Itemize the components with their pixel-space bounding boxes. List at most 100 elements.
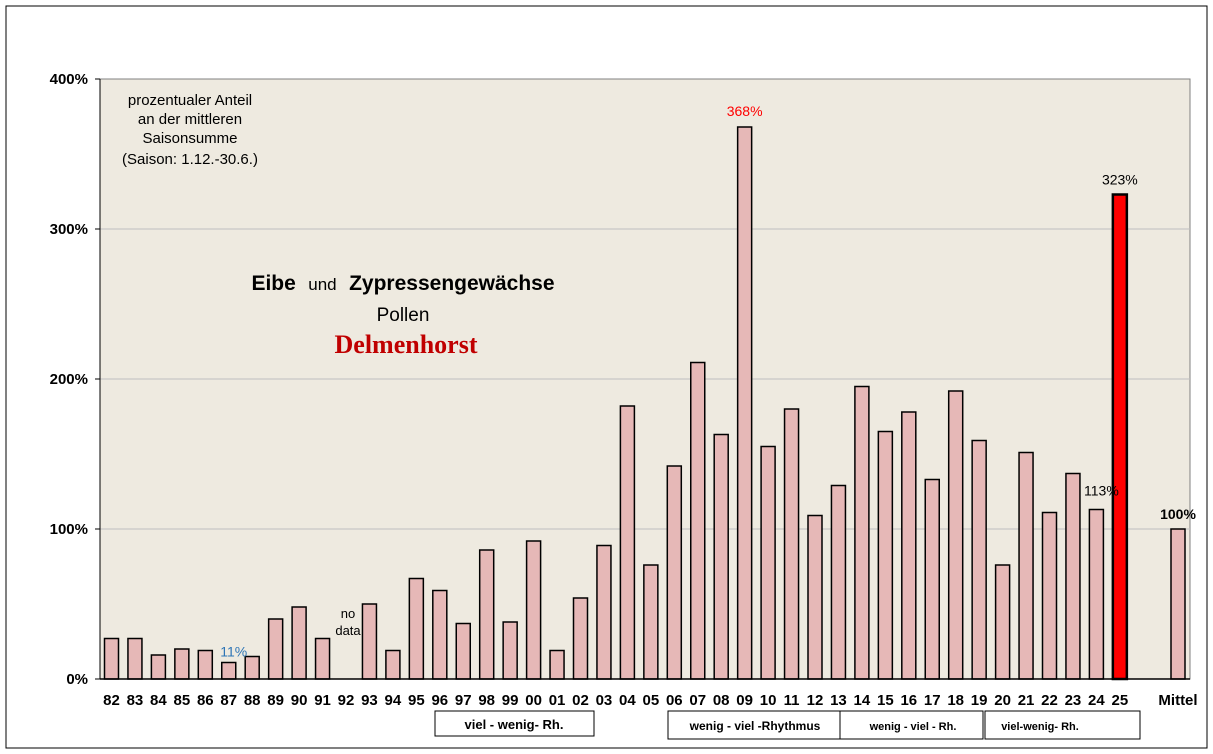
x-tick-label-87: 87 [220, 692, 237, 709]
bar-16 [901, 411, 917, 680]
rhythm-box-1-label: viel - wenig- Rh. [465, 717, 564, 732]
x-tick-label-05: 05 [643, 692, 660, 709]
bar-93 [361, 603, 378, 680]
rhythm-box-4-label: viel-wenig- Rh. [1001, 721, 1079, 733]
bar-21 [1018, 451, 1034, 680]
data-label-Mittel: 100% [1160, 506, 1196, 522]
rhythm-box-1 [434, 710, 595, 737]
y-tick-label: 100% [50, 521, 88, 538]
bar-82 [103, 637, 120, 680]
data-labels: 368% 323% 113% 11% 100% [220, 103, 1196, 660]
bar-94 [385, 649, 401, 680]
y-axis: 0% 100% 200% 300% 400% [50, 71, 101, 688]
bar-89 [267, 618, 284, 680]
bar-07 [690, 361, 706, 680]
chart-subtitle: Pollen [377, 305, 430, 326]
data-label-09: 368% [727, 103, 763, 119]
x-tick-label-Mittel: Mittel [1158, 692, 1197, 709]
bar-Mittel [1170, 528, 1186, 680]
y-tick-label: 400% [50, 71, 88, 88]
x-tick-label-98: 98 [478, 692, 495, 709]
bar-24 [1088, 508, 1105, 680]
x-tick-label-09: 09 [736, 692, 753, 709]
x-tick-label-83: 83 [127, 692, 144, 709]
note-line-3: Saisonsumme [142, 130, 237, 147]
x-tick-label-17: 17 [924, 692, 941, 709]
rhythm-box-3 [839, 710, 984, 740]
rhythm-box-2-label: wenig - viel -Rhythmus [689, 719, 821, 733]
x-tick-label-16: 16 [900, 692, 917, 709]
bar-17 [924, 478, 940, 680]
rhythm-box-4 [984, 710, 1141, 740]
bar-22 [1041, 511, 1058, 680]
x-tick-label-13: 13 [830, 692, 847, 709]
x-tick-label-90: 90 [291, 692, 308, 709]
bar-13 [830, 484, 847, 680]
data-label-24: 113% [1084, 483, 1119, 499]
title-part-2: und [308, 275, 336, 294]
bar-04 [619, 405, 636, 680]
data-label-87: 11% [220, 644, 247, 660]
x-tick-label-22: 22 [1041, 692, 1058, 709]
x-tick-label-25: 25 [1112, 692, 1129, 709]
x-tick-label-92: 92 [338, 692, 355, 709]
bar-06 [666, 465, 683, 680]
x-tick-label-11: 11 [784, 692, 800, 709]
x-tick-label-03: 03 [596, 692, 613, 709]
x-tick-label-82: 82 [103, 692, 120, 709]
rhythm-box-2 [667, 710, 854, 740]
bar-08 [713, 433, 729, 680]
bar-02 [572, 597, 589, 680]
x-tick-label-24: 24 [1088, 692, 1105, 709]
x-tick-label-88: 88 [244, 692, 261, 709]
x-tick-label-23: 23 [1065, 692, 1082, 709]
no-data-line-1: no [341, 606, 355, 621]
bar-09 [736, 126, 753, 680]
bar-91 [314, 637, 331, 680]
bar-00 [525, 540, 542, 680]
bar-25 [1111, 193, 1129, 681]
x-tick-label-94: 94 [385, 692, 402, 709]
rhythm-box-3-label: wenig - viel - Rh. [869, 721, 957, 733]
x-tick-label-10: 10 [760, 692, 777, 709]
x-tick-label-96: 96 [431, 692, 448, 709]
x-axis: 82 83 84 85 86 87 88 89 90 91 92 93 94 95 96 97 98 99 00 01… [100, 678, 1198, 709]
x-tick-label-04: 04 [619, 692, 636, 709]
x-tick-label-15: 15 [877, 692, 894, 709]
title-part-3: Zypressengewächse [349, 272, 554, 295]
bar-19 [971, 439, 987, 680]
bar-18 [947, 390, 964, 680]
x-tick-label-02: 02 [572, 692, 589, 709]
y-tick-label: 200% [50, 371, 88, 388]
x-tick-label-00: 00 [525, 692, 542, 709]
note-line-1: prozentualer Anteil [128, 92, 252, 109]
bar-85 [174, 648, 190, 680]
bar-87 [221, 661, 237, 680]
bar-88 [244, 655, 260, 680]
x-tick-label-01: 01 [549, 692, 566, 709]
y-tick-label: 300% [50, 221, 88, 238]
bar-03 [596, 544, 612, 680]
x-tick-label-19: 19 [971, 692, 988, 709]
x-tick-label-95: 95 [408, 692, 425, 709]
bar-12 [807, 514, 823, 680]
bars [103, 126, 1186, 681]
x-tick-label-84: 84 [150, 692, 167, 709]
x-tick-label-08: 08 [713, 692, 730, 709]
x-tick-label-06: 06 [666, 692, 683, 709]
x-tick-label-12: 12 [807, 692, 824, 709]
x-tick-label-89: 89 [267, 692, 284, 709]
chart-location: Delmenhorst [335, 330, 478, 359]
bar-84 [150, 654, 167, 680]
bar-05 [643, 564, 659, 680]
x-tick-label-99: 99 [502, 692, 519, 709]
chart-title: Eibe und Zypressengewächse [251, 272, 554, 295]
x-tick-label-86: 86 [197, 692, 214, 709]
bar-10 [760, 445, 776, 680]
bar-86 [197, 649, 214, 680]
x-tick-label-93: 93 [361, 692, 378, 709]
bar-96 [432, 589, 448, 680]
data-label-25: 323% [1102, 172, 1138, 188]
bar-98 [478, 549, 495, 680]
